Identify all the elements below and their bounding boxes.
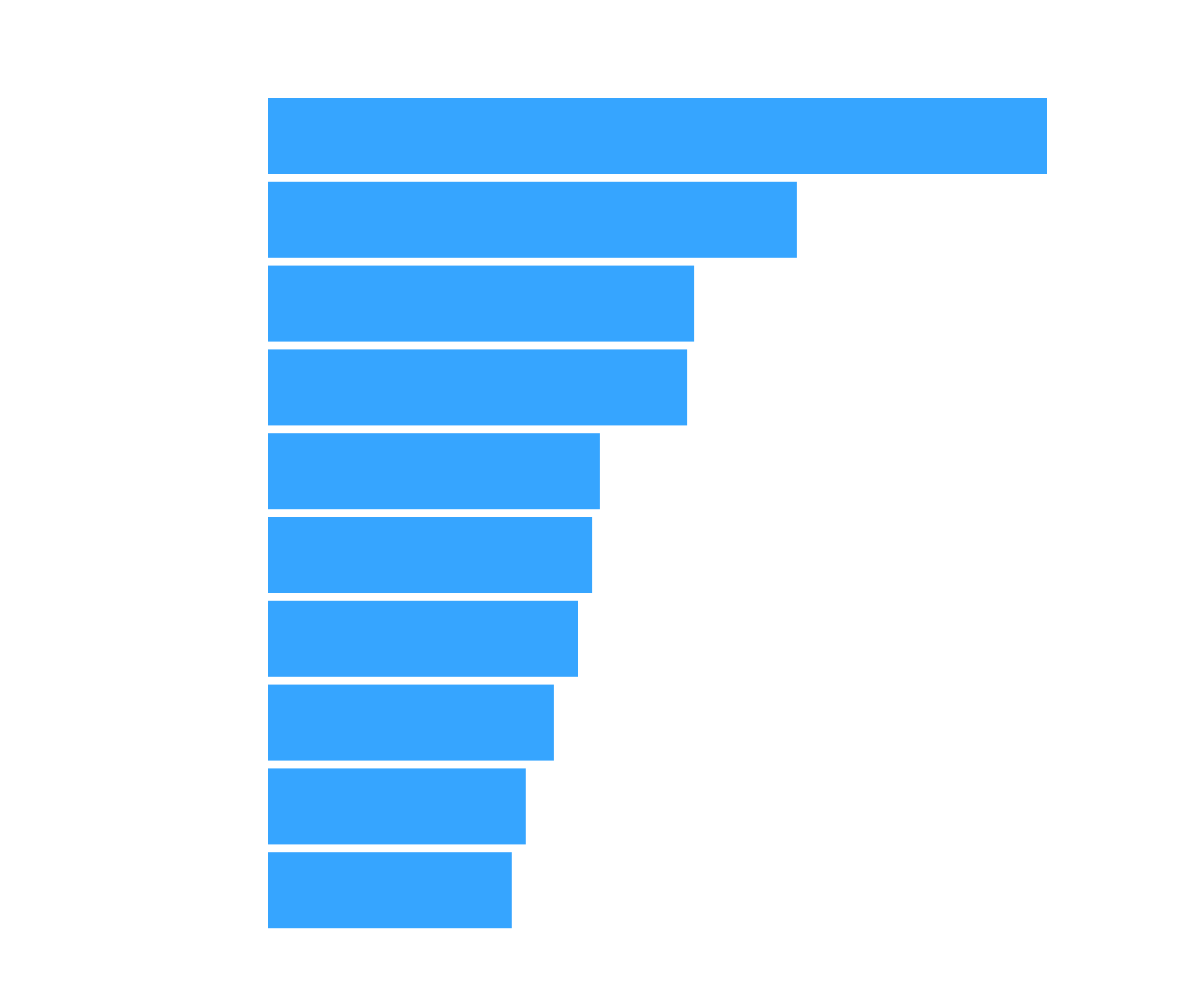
bar-3 <box>268 265 695 342</box>
bar-5 <box>268 433 600 510</box>
bar-9 <box>268 768 526 845</box>
bar-1 <box>268 98 1047 174</box>
bar-10 <box>268 852 512 929</box>
bar-4 <box>268 349 688 426</box>
plot-area <box>268 98 1047 929</box>
bar-7 <box>268 600 578 677</box>
bar-8 <box>268 684 554 761</box>
bar-6 <box>268 517 593 593</box>
bar-2 <box>268 181 797 258</box>
